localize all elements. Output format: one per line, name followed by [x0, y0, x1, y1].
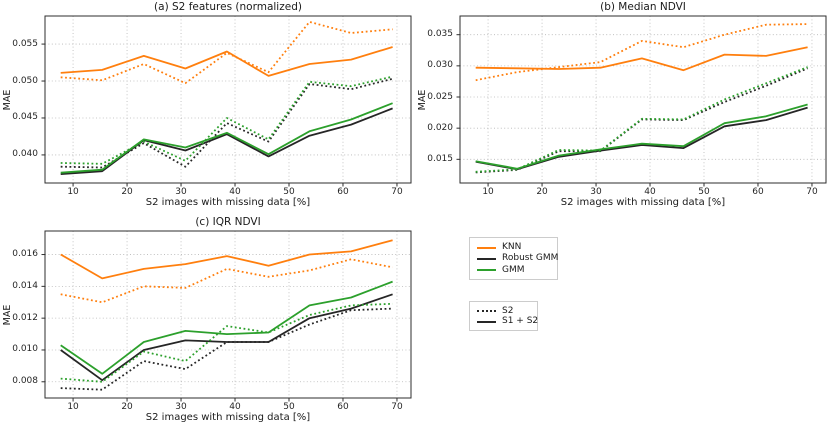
subplot-c: (c) IQR NDVI MAE S2 images with missing …	[2, 216, 412, 423]
series-line	[60, 293, 393, 382]
xtick-label: 20	[121, 187, 133, 197]
xtick-label: 10	[67, 402, 79, 412]
subplot-b: (b) Median NDVI MAE S2 images with missi…	[417, 1, 827, 208]
s1-s2-solid-line-sample	[477, 320, 496, 323]
xtick-label: 50	[283, 402, 295, 412]
series-line	[60, 77, 393, 169]
ytick-label: 0.045	[12, 112, 38, 123]
xtick-label: 60	[752, 187, 764, 197]
series-line	[60, 102, 393, 174]
subplot-b-title: (b) Median NDVI	[600, 1, 686, 13]
subplot-a-title: (a) S2 features (normalized)	[154, 1, 302, 13]
subplot-a-ylabel: MAE	[2, 89, 13, 110]
subplot-a-xlabel: S2 images with missing data [%]	[145, 197, 311, 208]
knn-line-sample	[477, 246, 496, 249]
subplot-c-title: (c) IQR NDVI	[195, 216, 261, 228]
series-line	[475, 67, 808, 174]
legend-item-robust-gmm: Robust GMM	[477, 253, 558, 264]
xtick-label: 10	[482, 187, 494, 197]
s2-dotted-line-sample	[477, 310, 496, 313]
plot-area	[41, 15, 412, 187]
ytick-label: 0.050	[12, 75, 38, 86]
series-line	[60, 258, 393, 304]
gmm-line-sample	[477, 269, 496, 272]
series-line	[60, 107, 393, 175]
legend-models: KNN Robust GMM GMM	[469, 237, 558, 280]
series-line	[475, 66, 808, 173]
series-line	[475, 103, 808, 170]
ytick-label: 0.020	[427, 122, 453, 133]
xtick-label: 50	[698, 187, 710, 197]
ytick-label: 0.012	[12, 312, 38, 323]
xtick-label: 40	[229, 402, 241, 412]
legend-label: S1 + S2	[502, 316, 539, 327]
xtick-label: 50	[283, 187, 295, 197]
legend-inputs: S2 S1 + S2	[469, 301, 538, 331]
ytick-label: 0.030	[427, 60, 453, 71]
xtick-label: 30	[590, 187, 602, 197]
ytick-label: 0.040	[12, 149, 38, 160]
xtick-label: 40	[644, 187, 656, 197]
xtick-label: 20	[536, 187, 548, 197]
legend-label: Robust GMM	[502, 253, 559, 264]
ytick-label: 0.055	[12, 38, 38, 49]
xtick-label: 60	[337, 187, 349, 197]
series-line	[475, 46, 808, 72]
series-line	[60, 75, 393, 165]
xtick-label: 10	[67, 187, 79, 197]
subplot-b-xlabel: S2 images with missing data [%]	[560, 197, 726, 208]
legend-label: KNN	[502, 242, 522, 253]
legend-label: S2	[502, 305, 514, 316]
subplot-a: (a) S2 features (normalized) MAE S2 imag…	[2, 1, 412, 208]
plot-area	[41, 230, 412, 402]
xtick-label: 60	[337, 402, 349, 412]
xtick-label: 40	[229, 187, 241, 197]
xtick-label: 30	[175, 402, 187, 412]
series-line	[60, 21, 393, 85]
legend-item-gmm: GMM	[477, 265, 549, 276]
series-line	[60, 239, 393, 280]
ytick-label: 0.035	[427, 29, 453, 40]
xtick-label: 20	[121, 402, 133, 412]
subplot-c-xlabel: S2 images with missing data [%]	[145, 412, 311, 423]
series-line	[60, 307, 393, 391]
xtick-label: 70	[391, 187, 403, 197]
ytick-label: 0.008	[12, 376, 38, 387]
legend-label: GMM	[502, 264, 525, 275]
legend-item-s2: S2	[477, 306, 529, 317]
ytick-label: 0.025	[427, 91, 453, 102]
plot-area	[456, 15, 827, 187]
xtick-label: 70	[806, 187, 818, 197]
legend-item-s1-s2: S1 + S2	[477, 317, 538, 328]
xtick-label: 70	[391, 402, 403, 412]
series-line	[475, 23, 808, 82]
series-line	[60, 302, 393, 383]
series-line	[60, 46, 393, 77]
ytick-label: 0.016	[12, 249, 38, 260]
ytick-label: 0.015	[427, 153, 453, 164]
series-line	[60, 280, 393, 375]
robust-gmm-line-sample	[477, 257, 496, 260]
ytick-label: 0.014	[12, 280, 38, 291]
legend-item-knn: KNN	[477, 242, 549, 253]
xtick-label: 30	[175, 187, 187, 197]
ytick-label: 0.010	[12, 344, 38, 355]
